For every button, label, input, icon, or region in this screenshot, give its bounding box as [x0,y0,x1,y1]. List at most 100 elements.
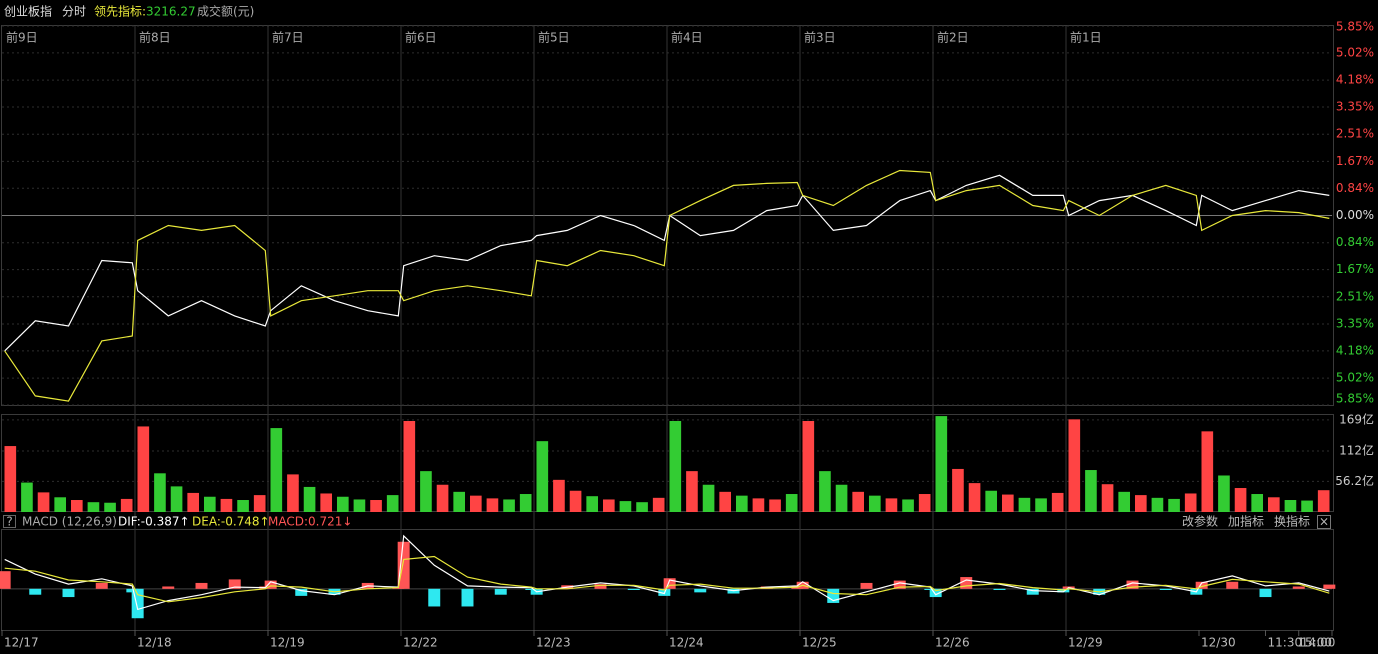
y-tick-label: 169亿 [1339,411,1374,426]
volume-bar [985,490,998,512]
volume-bar [320,493,333,512]
volume-bar [569,490,582,512]
close-box[interactable] [1317,515,1331,529]
macd-bar [195,582,208,589]
y-tick-label: 5.85% [1336,20,1374,34]
volume-bar [104,502,116,512]
macd-bar [1195,581,1208,589]
volume-bar [952,468,964,512]
volume-bar [37,492,50,512]
volume-bar [353,499,366,512]
y-tick-label: 4.18% [1336,343,1374,357]
volume-bar [1151,497,1164,512]
macd-bar [627,588,640,590]
x-tick-label: 前1日 [1070,30,1102,45]
volume-bar [1085,470,1097,512]
volume-bar [187,492,200,512]
macd-title: MACD (12,26,9) [22,515,117,529]
volume-bar [87,502,100,512]
volume-bar [203,496,216,512]
x-tick-label: 12/24 [669,636,704,650]
volume-bar [1184,493,1197,512]
button[interactable]: 换指标 [1274,514,1310,529]
y-tick-label: 5.02% [1336,45,1374,59]
volume-bar [686,471,698,512]
volume-bar [303,486,316,512]
volume-bar [785,494,798,512]
x-tick-label: 前5日 [538,30,570,45]
volume-bar [852,491,865,512]
volume-bar [802,420,815,512]
volume-bar [4,446,17,512]
close[interactable]: × [1319,515,1329,529]
x-tick-label: 12/22 [403,636,438,650]
macd-bar [228,579,241,589]
volume-bar [536,441,549,512]
volume-bar [918,494,931,512]
volume-bar [120,498,133,512]
macd-bar [1226,581,1239,589]
volume-bar [1301,500,1313,512]
macd-bar [1259,588,1272,598]
button[interactable]: 加指标 [1228,514,1264,529]
y-tick-label: 5.02% [1336,371,1374,385]
volume-bar [1068,419,1081,512]
macd-bar [1159,588,1172,590]
x-tick-label: 12/23 [536,636,571,650]
volume-bar [237,500,249,512]
x-tick-label: 前2日 [937,30,969,45]
leading-value: 3216.27 [146,5,196,19]
legend-entry: DIF:-0.387↑ [118,515,190,529]
x-tick-label: 前9日 [6,30,38,45]
volume-bar [287,474,299,512]
volume-bar [619,501,632,512]
volume-bar [370,500,382,512]
volume-bar [336,496,349,512]
mode[interactable]: 分时 [62,5,86,19]
volume-bar [1218,475,1230,512]
macd-bar [827,588,840,603]
volume-bar [835,484,848,512]
macd-bar [461,588,474,607]
button[interactable]: 改参数 [1182,514,1218,529]
volume-bar [586,496,599,512]
x-tick-label: 14:00 [1301,636,1336,650]
x-tick-label: 前4日 [671,30,703,45]
help-box[interactable] [3,515,16,528]
x-tick-label: 前3日 [804,30,836,45]
volume-bar [1101,484,1114,512]
macd-bar [295,588,308,596]
volume-bar [735,495,748,512]
x-tick-label: 前7日 [272,30,304,45]
macd-bar [594,584,607,589]
y-tick-label: 112亿 [1339,442,1374,457]
x-tick-label: 前6日 [405,30,437,45]
volume-bar [902,499,914,512]
volume-bar [486,498,499,512]
volume-bar [636,502,648,512]
volume-bar [154,473,166,512]
macd-bar [1292,586,1305,589]
volume-bar [453,491,466,512]
volume-bar [1201,431,1214,512]
macd-bar [397,541,410,589]
volume-bar [1317,490,1330,512]
y-tick-label: 0.84% [1336,235,1374,249]
x-tick-label: 12/25 [802,636,837,650]
volume-bar [1001,494,1014,512]
volume-bar [1251,494,1264,512]
volume-bar [170,486,183,512]
macd-bar [860,582,873,589]
volume-bar [652,497,665,512]
volume-bar [1018,497,1031,512]
y-tick-label: 1.67% [1336,262,1374,276]
y-tick-label: 0.00% [1336,208,1374,222]
macd-line [4,534,1330,611]
macd-bar [0,571,11,589]
volume-bar [1134,495,1147,512]
macd-bar [1026,588,1039,595]
volume-bar [436,484,449,512]
help[interactable]: ? [6,515,12,529]
macd-bar [893,580,906,589]
